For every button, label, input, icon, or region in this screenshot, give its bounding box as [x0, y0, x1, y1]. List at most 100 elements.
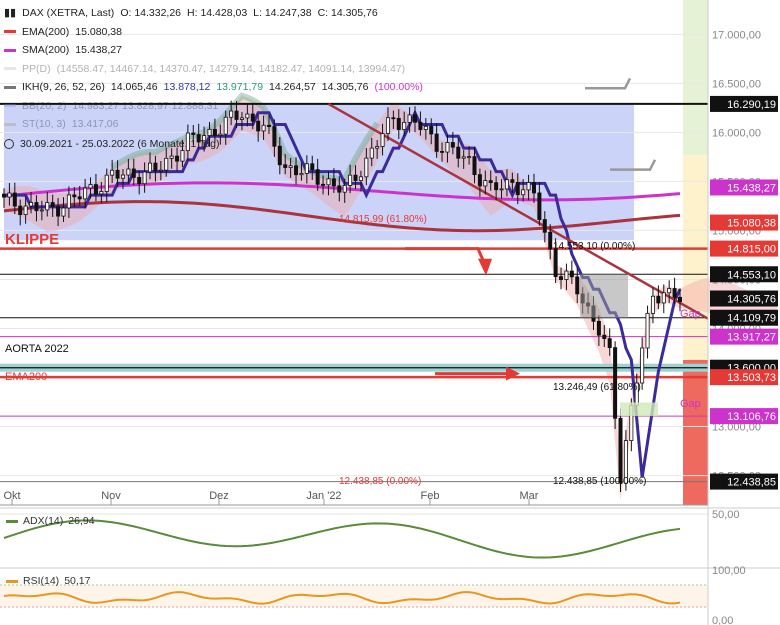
candle-body-80 [434, 133, 439, 152]
adx-legend[interactable]: ADX(14) 26,94 [6, 515, 95, 527]
annotation-klippe: KLIPPE [5, 231, 59, 248]
candle-body-53 [288, 165, 293, 168]
chart-legend: ▮▮ DAX (XETRA, Last) O: 14.332,26 H: 14.… [4, 4, 423, 153]
legend-bb[interactable]: BB(20, 2) 14.983,27 13.828,97 12.888,31 [4, 97, 423, 116]
adx-tick: 50,00 [712, 509, 740, 521]
candle-body-74 [402, 121, 407, 130]
candle-body-14 [77, 196, 82, 200]
candle-body-84 [456, 146, 461, 159]
candle-body-11 [61, 207, 66, 217]
adx-label: ADX(14) [23, 515, 64, 527]
candle-body-57 [310, 163, 315, 171]
rsi-legend[interactable]: RSI(14) 50,17 [6, 575, 90, 587]
annotation-fib1: 14.815,99 (61.80%) [339, 214, 427, 225]
candle-body-28 [153, 162, 158, 172]
instrument-label: DAX (XETRA, Last) [22, 7, 115, 19]
rsi-swatch [6, 579, 18, 583]
gray-arrow-1 [585, 77, 632, 90]
range-label: 30.09.2021 - 25.03.2022 (6 Monate, 1 Tag… [20, 137, 220, 150]
ema200-line [3, 200, 681, 233]
ikh-v3: 13.971,79 [216, 81, 264, 93]
ikh-swatch [4, 85, 16, 89]
candle-body-76 [413, 114, 418, 123]
consolidation-box [580, 274, 628, 318]
price-tag-bg-9 [710, 369, 778, 386]
ikh-label: IKH(9, 26, 52, 26) [22, 81, 105, 93]
price-tag-1: 15.438,27 [727, 182, 776, 194]
st-swatch [4, 122, 16, 126]
candle-body-62 [337, 185, 342, 193]
annotation-fib5: 12.438,85 (100.00%) [553, 476, 646, 487]
candle-body-30 [164, 157, 169, 171]
trend-line [327, 102, 709, 320]
y-tick-label-8: 13.000,00 [712, 422, 761, 434]
candle-body-33 [180, 150, 185, 162]
candle-body-79 [429, 125, 434, 135]
y-tick-label-1: 16.500,00 [712, 78, 761, 90]
annotation-gap-2: Gap [680, 398, 701, 410]
bb-swatch [4, 104, 16, 108]
price-tag-bg-3 [710, 240, 778, 257]
candle-body-2 [12, 192, 17, 207]
candle-body-72 [391, 117, 396, 120]
legend-sma200[interactable]: SMA(200) 15.438,27 [4, 41, 423, 60]
candle-body-12 [66, 194, 71, 209]
candle-body-106 [575, 276, 580, 295]
candle-body-101 [548, 231, 553, 250]
bars-icon: ▮▮ [4, 7, 17, 19]
x-tick-label-4: Feb [421, 490, 440, 502]
candle-body-93 [504, 179, 509, 190]
price-tag-bg-1 [710, 179, 778, 196]
candle-body-37 [202, 135, 207, 143]
candle-body-75 [407, 114, 412, 123]
klippe-arrow-head [478, 258, 492, 276]
rsi-tick-100: 100,00 [712, 565, 746, 577]
candle-body-5 [29, 202, 34, 207]
zone-green [683, 0, 708, 155]
pp-swatch [4, 67, 16, 71]
candle-body-17 [93, 184, 98, 195]
candle-body-35 [191, 132, 196, 135]
price-tag-4: 14.553,10 [727, 269, 776, 281]
legend-ikh[interactable]: IKH(9, 26, 52, 26) 14.065,46 13.878,12 1… [4, 78, 423, 97]
candle-body-26 [142, 171, 147, 185]
candle-body-48 [261, 124, 266, 132]
candle-body-69 [375, 146, 380, 149]
sma-value: 15.438,27 [75, 44, 122, 56]
x-tick-label-3: Jan '22 [306, 490, 341, 502]
candle-body-47 [256, 120, 261, 132]
st-label: ST(10, 3) [22, 118, 66, 130]
ikh-value: 14.065,46 [110, 81, 158, 93]
candle-body-118 [640, 347, 645, 384]
ema-label: EMA(200) [22, 25, 70, 38]
candle-body-115 [623, 440, 628, 484]
ohlc-low: L: 14.247,38 [253, 7, 312, 19]
candle-body-111 [602, 334, 607, 340]
candle-body-124 [672, 288, 677, 298]
legend-st[interactable]: ST(10, 3) 13.417,06 [4, 115, 423, 134]
legend-ema200[interactable]: EMA(200) 15.080,38 [4, 23, 423, 42]
legend-pp[interactable]: PP(D) (14558.47, 14467.14, 14370.47, 142… [4, 60, 423, 79]
candle-body-15 [83, 187, 88, 200]
candle-body-89 [483, 180, 488, 187]
bb-value: 14.983,27 13.828,97 12.888,31 [72, 99, 219, 112]
candle-body-77 [418, 121, 423, 130]
candle-body-6 [34, 202, 39, 212]
ikh-v5: 14.305,76 [321, 81, 369, 93]
candle-body-58 [315, 169, 320, 185]
candle-body-113 [613, 347, 618, 419]
ikh-v6: (100.00%) [374, 81, 423, 93]
candle-body-96 [521, 189, 526, 196]
clock-icon [4, 138, 14, 149]
sma-swatch [4, 48, 16, 52]
zone-red [683, 360, 708, 505]
candle-body-0 [2, 193, 7, 198]
candle-body-67 [364, 157, 369, 178]
candle-body-78 [423, 125, 428, 130]
candle-body-20 [110, 169, 115, 176]
candle-body-59 [321, 183, 326, 186]
price-tag-bg-4 [710, 266, 778, 283]
candle-body-45 [245, 113, 250, 119]
ema-swatch [4, 30, 16, 34]
